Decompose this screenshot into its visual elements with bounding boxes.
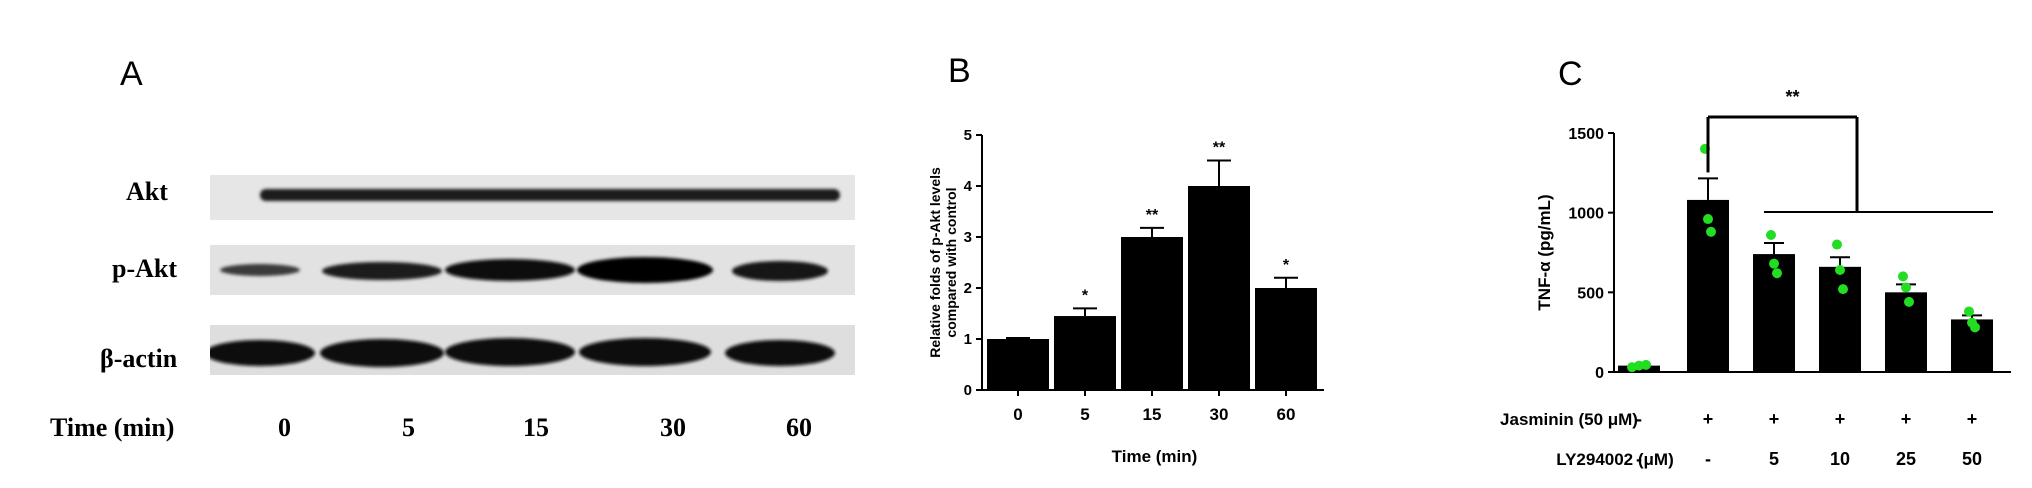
data-point bbox=[1901, 282, 1911, 293]
data-point bbox=[1904, 296, 1914, 307]
panel-c-letter: C bbox=[1558, 55, 1583, 93]
data-point bbox=[1964, 306, 1974, 317]
bar bbox=[1687, 199, 1729, 372]
actin-band-5 bbox=[320, 339, 444, 367]
y-tick-label: 5 bbox=[964, 127, 972, 144]
chart-c: 0 500 1000 1500 ** TNF-α (pg/mL) Jasminin (50 … bbox=[1500, 87, 2011, 469]
factor-value: + bbox=[1703, 409, 1714, 429]
bar bbox=[987, 339, 1049, 390]
actin-band-60 bbox=[725, 340, 835, 366]
data-point bbox=[1832, 239, 1842, 250]
x-tick-label: 0 bbox=[1013, 405, 1022, 424]
x-axis-label: Time (min) bbox=[1112, 447, 1198, 466]
data-point bbox=[1835, 265, 1845, 276]
blot-time-label: Time (min) bbox=[50, 413, 175, 442]
x-tick-label: 30 bbox=[1210, 405, 1229, 424]
blot-label-akt: Akt bbox=[126, 177, 168, 206]
p-akt-band-60 bbox=[732, 261, 828, 281]
data-point bbox=[1898, 271, 1908, 282]
p-akt-band-0 bbox=[220, 264, 300, 276]
y-tick-label: 0 bbox=[964, 382, 972, 399]
data-point bbox=[1641, 359, 1651, 370]
blot-label-beta-actin: β-actin bbox=[100, 344, 178, 373]
y-axis-label-group: Relative folds of p-Akt levels compared w… bbox=[927, 167, 959, 358]
bar bbox=[1188, 186, 1250, 390]
significance-mark: * bbox=[1082, 287, 1089, 304]
blot-time-5: 5 bbox=[402, 413, 415, 442]
blot-time-15: 15 bbox=[523, 413, 549, 442]
akt-band bbox=[260, 189, 840, 201]
y-tick-label: 0 bbox=[1595, 365, 1604, 382]
data-point bbox=[1772, 268, 1782, 279]
blot-image bbox=[210, 175, 855, 375]
factor-value: + bbox=[1769, 409, 1780, 429]
factor-value: 25 bbox=[1896, 449, 1916, 469]
factor-value: 10 bbox=[1830, 449, 1850, 469]
significance-mark: ** bbox=[1785, 87, 1799, 107]
blot-label-p-akt: p-Akt bbox=[112, 254, 178, 283]
y-axis-label: compared with control bbox=[943, 187, 959, 337]
data-point bbox=[1766, 229, 1776, 240]
blot-time-30: 30 bbox=[660, 413, 686, 442]
bar bbox=[1255, 288, 1317, 390]
significance-mark: ** bbox=[1146, 207, 1159, 224]
factor-value: - bbox=[1636, 409, 1642, 429]
factor-value: - bbox=[1636, 449, 1642, 469]
factor-row-label: LY294002 (μM) bbox=[1556, 450, 1674, 469]
y-axis-label: TNF-α (pg/mL) bbox=[1535, 194, 1554, 310]
bar bbox=[1121, 237, 1183, 390]
factor-value: 5 bbox=[1769, 449, 1779, 469]
panel-a-letter: A bbox=[120, 55, 143, 93]
x-tick-label: 5 bbox=[1080, 405, 1089, 424]
blot-time-0: 0 bbox=[278, 413, 291, 442]
x-tick-label: 60 bbox=[1277, 405, 1296, 424]
data-point bbox=[1769, 258, 1779, 269]
p-akt-band-30 bbox=[577, 257, 713, 283]
p-akt-band-5 bbox=[322, 262, 442, 280]
data-point bbox=[1703, 214, 1713, 225]
data-point bbox=[1706, 226, 1716, 237]
y-axis-label-group: TNF-α (pg/mL) bbox=[1535, 194, 1554, 310]
blot-time-60: 60 bbox=[786, 413, 812, 442]
y-axis-label: Relative folds of p-Akt levels bbox=[927, 167, 943, 358]
y-tick-label: 2 bbox=[964, 280, 972, 297]
factor-value: + bbox=[1835, 409, 1846, 429]
panel-b-letter: B bbox=[948, 52, 971, 90]
y-tick-label: 3 bbox=[964, 229, 972, 246]
y-tick-label: 4 bbox=[964, 178, 973, 195]
bar bbox=[1054, 316, 1116, 390]
y-tick-label: 1500 bbox=[1568, 126, 1604, 143]
factor-value: 50 bbox=[1962, 449, 1982, 469]
actin-band-0 bbox=[210, 340, 315, 366]
data-point bbox=[1970, 322, 1980, 333]
x-tick-label: 15 bbox=[1143, 405, 1162, 424]
factor-value: + bbox=[1967, 409, 1978, 429]
p-akt-band-15 bbox=[445, 259, 575, 281]
actin-band-30 bbox=[579, 338, 711, 366]
significance-mark: * bbox=[1283, 257, 1290, 274]
bar bbox=[1819, 266, 1861, 372]
data-point bbox=[1838, 284, 1848, 295]
factor-value: + bbox=[1901, 409, 1912, 429]
y-tick-label: 500 bbox=[1577, 285, 1604, 302]
factor-row-label: Jasminin (50 μM) bbox=[1500, 410, 1638, 429]
chart-b: 0 1 2 3 4 5 0 5 * 15 ** 30 ** 60 * Time (min) Relative f… bbox=[927, 127, 1324, 466]
significance-mark: ** bbox=[1213, 140, 1226, 157]
actin-band-15 bbox=[445, 338, 575, 366]
y-tick-label: 1000 bbox=[1568, 206, 1604, 223]
factor-value: - bbox=[1705, 449, 1711, 469]
y-tick-label: 1 bbox=[964, 331, 972, 348]
